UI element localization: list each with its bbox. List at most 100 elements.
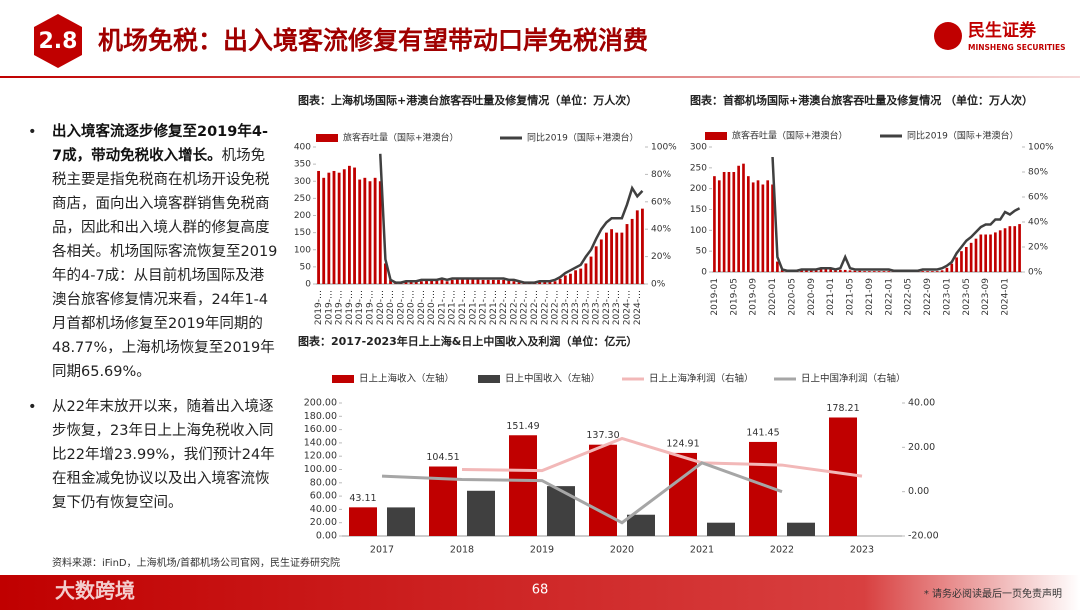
- value-label: 124.91: [666, 438, 699, 449]
- bar: [558, 278, 562, 284]
- bar: [502, 279, 506, 284]
- value-label: 178.21: [826, 403, 859, 414]
- bar: [553, 281, 557, 284]
- x-tick-label: 2020-…: [396, 290, 406, 325]
- x-tick-label: 2019-…: [335, 290, 345, 325]
- bar: [389, 279, 392, 284]
- y-tick-label: 80%: [651, 170, 671, 180]
- bar: [419, 281, 423, 284]
- x-tick-label: 2020-…: [417, 290, 427, 325]
- bar: [931, 271, 934, 272]
- x-tick-label: 2019: [530, 545, 554, 556]
- y-tick-label: 100%: [651, 143, 677, 153]
- bar: [589, 256, 593, 284]
- y-tick-label: 250: [690, 163, 707, 173]
- bar: [509, 435, 537, 536]
- bar: [445, 281, 449, 284]
- x-tick-label: 2024-…: [623, 290, 633, 325]
- x-tick-label: 2019-01: [710, 278, 720, 316]
- bar: [737, 165, 740, 272]
- y-tick-label: 100: [294, 245, 311, 255]
- bar: [584, 263, 588, 284]
- bar: [843, 269, 847, 272]
- bar: [486, 279, 490, 284]
- y-tick-label: 20%: [651, 252, 671, 262]
- x-tick-label: 2021: [690, 545, 714, 556]
- x-tick-label: 2021-…: [458, 290, 468, 325]
- x-tick-label: 2019-…: [324, 290, 334, 325]
- line-series: [771, 156, 1021, 272]
- bar: [742, 163, 745, 272]
- bar: [547, 486, 575, 536]
- bar: [543, 281, 547, 284]
- bar: [317, 170, 320, 284]
- x-tick-label: 2023-…: [571, 290, 581, 325]
- x-tick-label: 2020-…: [427, 290, 437, 325]
- bar: [1018, 224, 1021, 272]
- bar: [461, 279, 464, 284]
- bar: [327, 172, 331, 284]
- page-number: 68: [532, 583, 549, 598]
- bar: [809, 269, 813, 272]
- bar: [848, 270, 852, 272]
- bar: [615, 232, 619, 284]
- value-label: 43.11: [349, 493, 376, 504]
- bar: [819, 269, 823, 272]
- bar: [579, 268, 583, 284]
- header-rule: [0, 76, 1080, 78]
- bar: [594, 246, 598, 284]
- x-tick-label: 2024-01: [1001, 278, 1011, 316]
- y-tick-label: 150: [294, 228, 311, 238]
- bar: [517, 282, 521, 284]
- line-series: [381, 461, 783, 525]
- bar: [766, 180, 770, 272]
- x-tick-label: 2020-…: [407, 290, 417, 325]
- bar: [404, 281, 408, 284]
- bar: [814, 269, 818, 272]
- bar: [383, 263, 387, 284]
- bar: [776, 261, 779, 272]
- bar: [342, 169, 346, 284]
- y-tick-label: 100.00: [304, 464, 337, 475]
- x-tick-label: 2020-…: [386, 290, 396, 325]
- bar: [387, 507, 415, 536]
- y-tick-label: 150: [690, 205, 707, 215]
- bar: [979, 234, 983, 272]
- x-tick-label: 2021-05: [846, 278, 856, 316]
- y-tick-label: 40.00: [310, 504, 337, 515]
- bar: [839, 269, 842, 272]
- legend-swatch: [316, 134, 338, 142]
- legend-label: 日上上海净利润（右轴）: [649, 373, 754, 385]
- x-tick-label: 2023-09: [981, 278, 991, 316]
- bar: [378, 181, 382, 284]
- chart-title: 图表：首都机场国际+港澳台旅客吞吐量及修复情况 （单位：万人次）: [690, 93, 1033, 107]
- bar: [620, 232, 624, 284]
- y-tick-label: 20.00: [310, 517, 337, 528]
- y-tick-label: 160.00: [304, 424, 337, 435]
- bar: [751, 182, 755, 272]
- bar: [589, 444, 617, 536]
- bar: [868, 271, 871, 272]
- bar: [574, 270, 578, 284]
- bar: [349, 507, 377, 536]
- legend-label: 旅客吞吐量（国际+港澳台）: [343, 132, 459, 144]
- x-tick-label: 2022-…: [551, 290, 561, 325]
- bullet: 出入境客流逐步修复至2019年4-7成，带动免税收入增长。机场免税主要是指免税商…: [28, 120, 278, 384]
- x-tick-label: 2023-05: [962, 278, 972, 316]
- bar: [409, 281, 413, 284]
- legend-label: 同比2019（国际+港澳台）: [907, 130, 1018, 142]
- bar: [450, 279, 454, 284]
- x-tick-label: 2023-01: [942, 278, 952, 316]
- y-tick-label: 0: [305, 280, 311, 290]
- x-tick-label: 2020-01: [768, 278, 778, 316]
- bar: [414, 281, 418, 284]
- bar: [471, 278, 475, 284]
- x-tick-label: 2022-…: [520, 290, 530, 325]
- y-tick-label: 0%: [1028, 268, 1043, 278]
- x-tick-label: 2017: [370, 545, 394, 556]
- y-tick-label: 50: [696, 247, 708, 257]
- y-tick-label: 20%: [1028, 243, 1048, 253]
- bar: [435, 280, 439, 284]
- value-label: 141.45: [746, 427, 779, 438]
- bar: [467, 490, 495, 536]
